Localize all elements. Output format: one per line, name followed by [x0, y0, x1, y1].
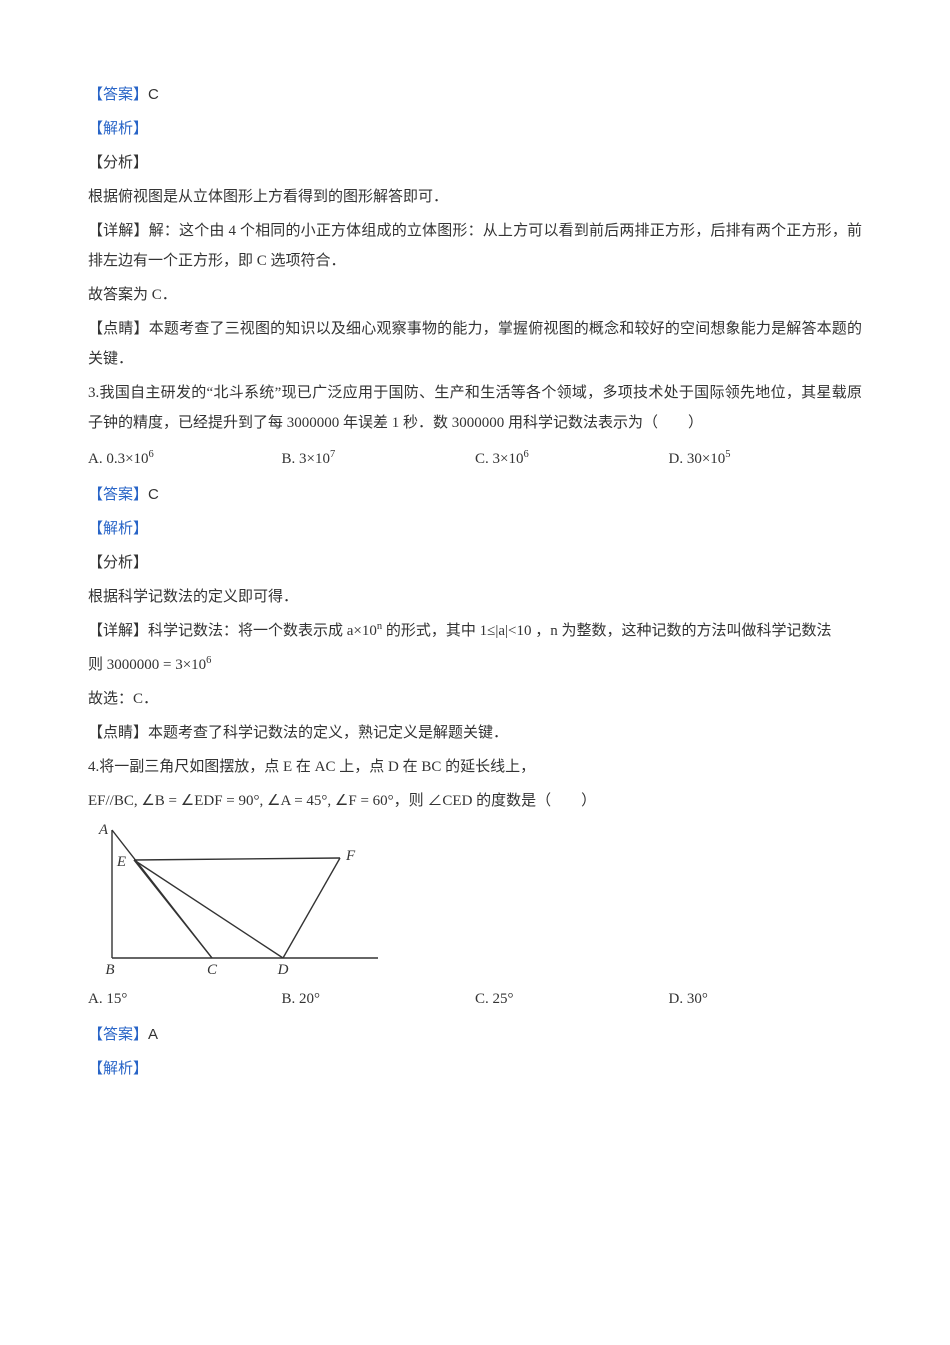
q3-answer-letter: C	[148, 486, 159, 503]
svg-text:E: E	[116, 854, 126, 870]
q3-jiexi: 【解析】	[88, 514, 862, 544]
q3-optD: D. 30×105	[669, 444, 863, 474]
q4-stem2: EF//BC, ∠B = ∠EDF = 90°, ∠A = 45°, ∠F = …	[88, 786, 862, 816]
q2-fenxi-body: 根据俯视图是从立体图形上方看得到的图形解答即可．	[88, 182, 862, 212]
q2-fenxi-label: 【分析】	[88, 148, 862, 178]
svg-text:A: A	[98, 822, 109, 838]
q2-jiexi: 【解析】	[88, 114, 862, 144]
q4-optD: D. 30°	[669, 984, 863, 1014]
q4-answer-letter: A	[148, 1026, 158, 1043]
q4-diagram: A B C D E F	[88, 822, 388, 978]
q4-answer-prefix: 【答案】	[88, 1027, 148, 1043]
svg-text:F: F	[345, 848, 356, 864]
svg-text:B: B	[105, 962, 114, 978]
q3-answer-prefix: 【答案】	[88, 487, 148, 503]
q2-answer-letter: C	[148, 86, 159, 103]
q3-xiangjie: 【详解】科学记数法：将一个数表示成 a×10n 的形式，其中 1≤|a|<10 …	[88, 616, 862, 646]
q3-dianjing: 【点睛】本题考查了科学记数法的定义，熟记定义是解题关键．	[88, 718, 862, 748]
q3-optA: A. 0.3×106	[88, 444, 282, 474]
q4-optA: A. 15°	[88, 984, 282, 1014]
svg-text:C: C	[207, 962, 218, 978]
q4-options: A. 15° B. 20° C. 25° D. 30°	[88, 984, 862, 1014]
q3-guxuan: 故选：C．	[88, 684, 862, 714]
q2-dianjing: 【点睛】本题考查了三视图的知识以及细心观察事物的能力，掌握俯视图的概念和较好的空…	[88, 314, 862, 374]
q4-stem1: 4.将一副三角尺如图摆放，点 E 在 AC 上，点 D 在 BC 的延长线上，	[88, 752, 862, 782]
svg-text:D: D	[277, 962, 289, 978]
q4-optB: B. 20°	[282, 984, 476, 1014]
q2-gudaan: 故答案为 C．	[88, 280, 862, 310]
q4-optC: C. 25°	[475, 984, 669, 1014]
q3-stem: 3.我国自主研发的“北斗系统”现已广泛应用于国防、生产和生活等各个领域，多项技术…	[88, 378, 862, 438]
q2-answer-line: 【答案】C	[88, 80, 862, 110]
q2-answer-prefix: 【答案】	[88, 87, 148, 103]
q3-fenxi-label: 【分析】	[88, 548, 862, 578]
q2-xiangjie: 【详解】解：这个由 4 个相同的小正方体组成的立体图形：从上方可以看到前后两排正…	[88, 216, 862, 276]
q3-ze: 则 3000000 = 3×106	[88, 650, 862, 680]
q3-options: A. 0.3×106 B. 3×107 C. 3×106 D. 30×105	[88, 444, 862, 474]
q3-optC: C. 3×106	[475, 444, 669, 474]
q4-answer-line: 【答案】A	[88, 1020, 862, 1050]
q3-fenxi-body: 根据科学记数法的定义即可得．	[88, 582, 862, 612]
q4-jiexi: 【解析】	[88, 1054, 862, 1084]
q3-optB: B. 3×107	[282, 444, 476, 474]
q3-answer-line: 【答案】C	[88, 480, 862, 510]
